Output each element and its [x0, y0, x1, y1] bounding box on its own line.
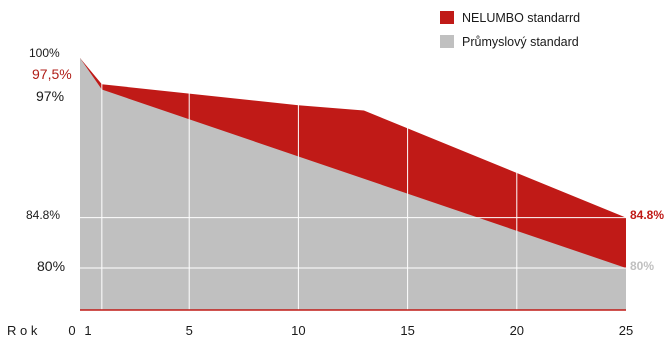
- x-tick-label-25: 25: [619, 323, 633, 338]
- legend-swatch-industry: [440, 35, 454, 48]
- end-label-84-8: 84.8%: [630, 208, 664, 222]
- x-axis-tick-labels: 0 1 5 10 15 20 25: [68, 323, 633, 338]
- y-label-80: 80%: [37, 258, 65, 274]
- y-label-97-5: 97,5%: [32, 66, 72, 82]
- x-tick-label-0: 0: [68, 323, 75, 338]
- x-axis-title: R o k: [7, 323, 38, 338]
- x-tick-label-20: 20: [510, 323, 524, 338]
- x-tick-label-15: 15: [400, 323, 414, 338]
- legend: NELUMBO standarrd Průmyslový standard: [440, 11, 580, 49]
- series-area-industry: [80, 58, 626, 310]
- x-tick-label-5: 5: [186, 323, 193, 338]
- chart-grid: [80, 58, 626, 311]
- chart-areas: [80, 58, 626, 310]
- y-label-100: 100%: [29, 46, 60, 60]
- end-value-labels: 84.8% 80%: [630, 208, 664, 273]
- y-label-84-8: 84.8%: [26, 208, 60, 222]
- x-tick-label-10: 10: [291, 323, 305, 338]
- legend-swatch-nelumbo: [440, 11, 454, 24]
- end-label-80: 80%: [630, 259, 654, 273]
- legend-label-industry: Průmyslový standard: [462, 35, 579, 49]
- y-label-97: 97%: [36, 88, 64, 104]
- y-axis-labels: 100% 97,5% 97% 84.8% 80%: [26, 46, 72, 274]
- legend-label-nelumbo: NELUMBO standarrd: [462, 11, 580, 25]
- x-tick-label-1: 1: [84, 323, 91, 338]
